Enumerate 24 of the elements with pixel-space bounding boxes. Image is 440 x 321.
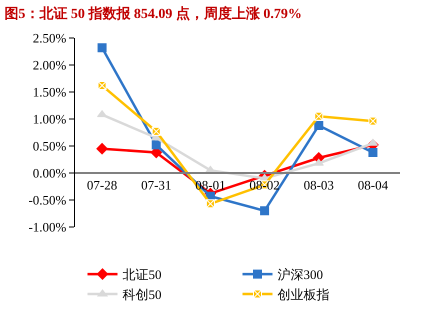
- x-tick-label: 08-04: [358, 177, 389, 192]
- point: [260, 206, 270, 216]
- y-tick-label: 1.50%: [32, 84, 67, 100]
- y-tick-label: 2.50%: [32, 30, 67, 46]
- y-tick-label: -1.00%: [28, 220, 67, 235]
- legend-label: 沪深300: [278, 267, 323, 282]
- y-tick-label: 0.50%: [32, 138, 67, 154]
- x-tick-label: 07-31: [141, 177, 172, 192]
- point: [152, 140, 161, 150]
- legend-label: 科创50: [122, 287, 162, 302]
- y-tick-label: 1.00%: [32, 112, 67, 127]
- x-tick-label: 07-28: [86, 177, 118, 192]
- point: [314, 120, 324, 130]
- legend-label: 北证50: [122, 267, 162, 282]
- chart-title: 图5：北证 50 指数报 854.09 点，周度上涨 0.79%: [4, 4, 302, 22]
- point: [96, 143, 108, 154]
- x-tick-label: 08-03: [304, 177, 334, 192]
- y-tick-label: 0.00%: [32, 166, 67, 181]
- point: [368, 148, 378, 157]
- legend-label: 创业板指: [278, 287, 330, 302]
- y-tick-label: -0.50%: [28, 192, 67, 208]
- point: [98, 43, 107, 52]
- y-tick-label: 2.00%: [32, 58, 67, 73]
- point: [314, 158, 324, 166]
